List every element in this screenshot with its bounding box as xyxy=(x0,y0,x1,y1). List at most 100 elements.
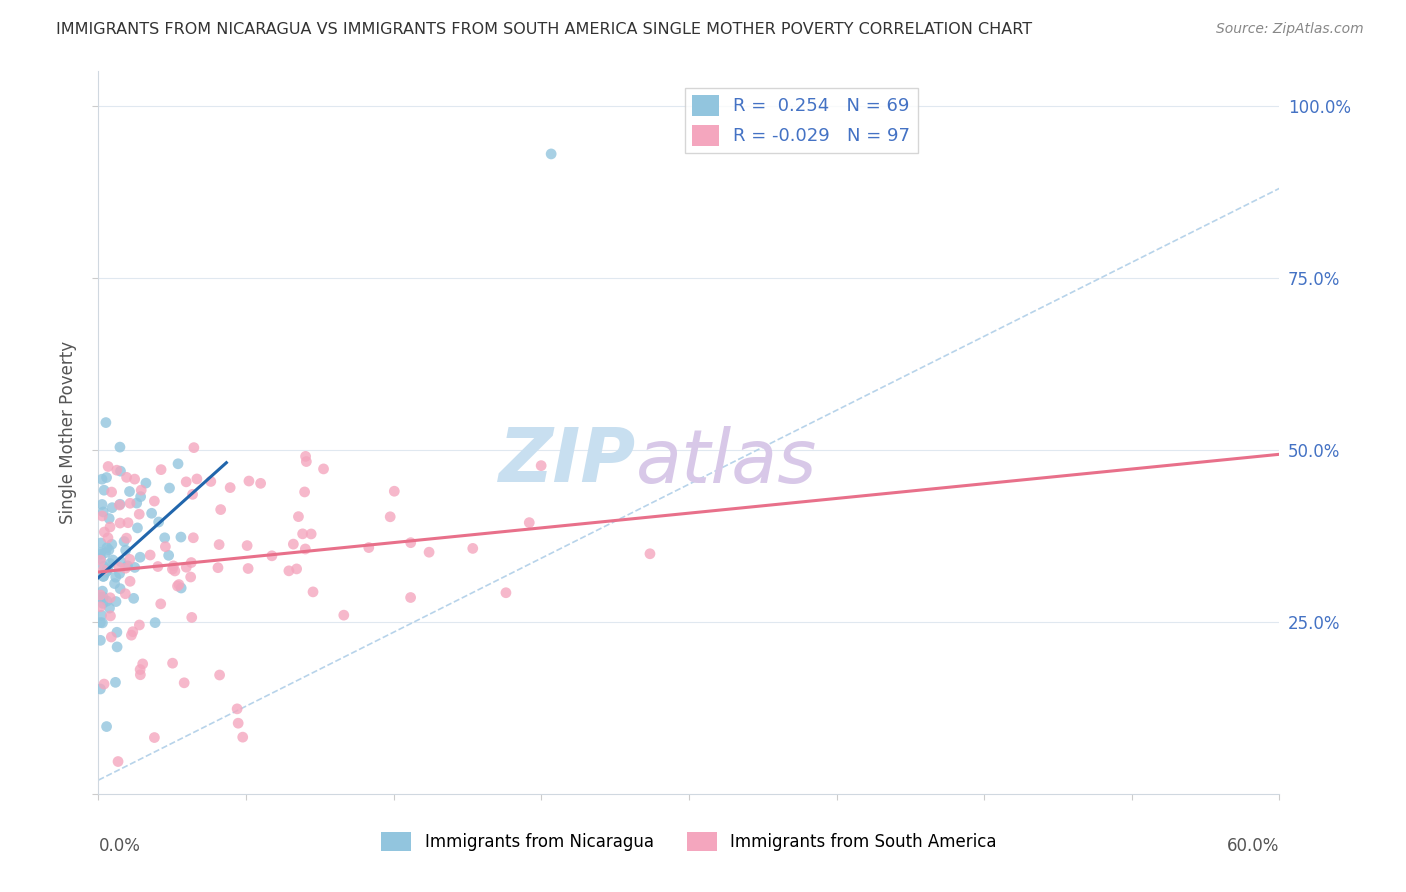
Text: IMMIGRANTS FROM NICARAGUA VS IMMIGRANTS FROM SOUTH AMERICA SINGLE MOTHER POVERTY: IMMIGRANTS FROM NICARAGUA VS IMMIGRANTS … xyxy=(56,22,1032,37)
Point xyxy=(96,562,118,576)
Point xyxy=(153,531,176,545)
Point xyxy=(176,560,198,574)
Point xyxy=(143,494,166,508)
Legend: R =  0.254   N = 69, R = -0.029   N = 97: R = 0.254 N = 69, R = -0.029 N = 97 xyxy=(685,87,918,153)
Point xyxy=(93,483,115,498)
Point xyxy=(129,550,152,565)
Point xyxy=(108,566,131,581)
Point xyxy=(131,657,153,671)
Point xyxy=(89,588,111,602)
Text: 60.0%: 60.0% xyxy=(1227,838,1279,855)
Text: ZIP: ZIP xyxy=(499,425,636,498)
Point xyxy=(124,560,146,574)
Point xyxy=(108,582,131,596)
Point xyxy=(124,472,146,486)
Point xyxy=(249,476,271,491)
Point xyxy=(91,472,114,486)
Point xyxy=(96,720,118,734)
Point xyxy=(209,502,232,516)
Point xyxy=(135,476,157,491)
Point xyxy=(120,574,142,589)
Point xyxy=(97,459,120,474)
Point xyxy=(94,416,117,430)
Y-axis label: Single Mother Poverty: Single Mother Poverty xyxy=(59,341,77,524)
Point xyxy=(107,755,129,769)
Point xyxy=(186,472,208,486)
Point xyxy=(91,596,114,610)
Point xyxy=(283,537,305,551)
Point xyxy=(100,485,122,500)
Text: atlas: atlas xyxy=(636,425,817,498)
Point xyxy=(148,515,170,529)
Point xyxy=(94,546,117,560)
Point xyxy=(120,628,142,642)
Point xyxy=(91,508,114,523)
Point xyxy=(180,556,202,570)
Point xyxy=(104,570,127,584)
Point xyxy=(110,555,132,569)
Point xyxy=(129,663,152,677)
Point xyxy=(299,527,322,541)
Point xyxy=(98,601,121,615)
Point xyxy=(146,559,169,574)
Point xyxy=(277,564,299,578)
Point xyxy=(91,498,114,512)
Point xyxy=(143,615,166,630)
Point xyxy=(120,496,142,510)
Point xyxy=(114,561,136,575)
Point xyxy=(114,543,136,558)
Point xyxy=(90,551,112,566)
Point xyxy=(236,539,259,553)
Point xyxy=(90,608,112,623)
Point xyxy=(170,581,193,595)
Point xyxy=(302,585,325,599)
Point xyxy=(129,667,152,681)
Point xyxy=(129,483,152,497)
Point xyxy=(89,599,111,614)
Point xyxy=(167,577,190,591)
Point xyxy=(157,549,180,563)
Point xyxy=(97,531,120,545)
Point xyxy=(100,630,122,644)
Point xyxy=(232,730,254,744)
Point xyxy=(93,677,115,691)
Point xyxy=(638,547,661,561)
Point xyxy=(166,579,188,593)
Point xyxy=(495,586,517,600)
Point xyxy=(162,558,184,573)
Point xyxy=(93,569,115,583)
Point xyxy=(101,553,124,567)
Point xyxy=(103,576,125,591)
Point xyxy=(180,610,202,624)
Point xyxy=(108,498,131,512)
Point xyxy=(89,633,111,648)
Point xyxy=(117,558,139,573)
Point xyxy=(110,464,132,478)
Point xyxy=(97,543,120,558)
Point xyxy=(108,516,131,530)
Point xyxy=(101,500,124,515)
Point xyxy=(141,506,163,520)
Point xyxy=(219,481,242,495)
Point xyxy=(181,487,204,501)
Point xyxy=(89,591,111,605)
Point xyxy=(173,675,195,690)
Point xyxy=(139,548,162,562)
Point xyxy=(208,668,231,682)
Point xyxy=(105,625,128,640)
Point xyxy=(236,561,259,575)
Point xyxy=(540,147,562,161)
Point xyxy=(294,541,316,556)
Point xyxy=(517,516,540,530)
Text: 0.0%: 0.0% xyxy=(98,838,141,855)
Point xyxy=(238,474,260,488)
Point xyxy=(357,541,380,555)
Point xyxy=(294,485,316,500)
Point xyxy=(114,587,136,601)
Point xyxy=(98,520,121,534)
Point xyxy=(150,462,173,476)
Point xyxy=(96,565,118,579)
Point xyxy=(149,597,172,611)
Point xyxy=(98,511,121,525)
Point xyxy=(399,591,422,605)
